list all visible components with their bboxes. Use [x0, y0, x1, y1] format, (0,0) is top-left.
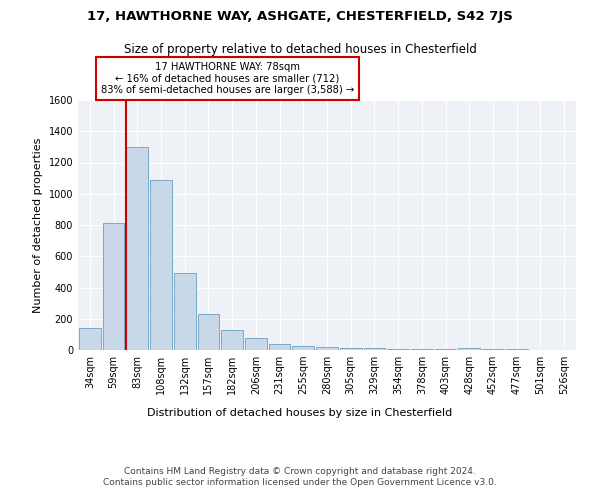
Bar: [79, 328, 101, 350]
Bar: [364, 348, 385, 350]
Text: Contains HM Land Registry data © Crown copyright and database right 2024.
Contai: Contains HM Land Registry data © Crown c…: [103, 468, 497, 487]
Bar: [458, 348, 480, 350]
Text: Size of property relative to detached houses in Chesterfield: Size of property relative to detached ho…: [124, 42, 476, 56]
Bar: [269, 344, 290, 350]
Bar: [103, 224, 124, 350]
Bar: [174, 274, 196, 350]
Text: 17 HAWTHORNE WAY: 78sqm
← 16% of detached houses are smaller (712)
83% of semi-d: 17 HAWTHORNE WAY: 78sqm ← 16% of detache…: [101, 62, 354, 95]
Text: 17, HAWTHORNE WAY, ASHGATE, CHESTERFIELD, S42 7JS: 17, HAWTHORNE WAY, ASHGATE, CHESTERFIELD…: [87, 10, 513, 23]
Text: Distribution of detached houses by size in Chesterfield: Distribution of detached houses by size …: [148, 408, 452, 418]
Bar: [434, 349, 457, 350]
Bar: [150, 180, 172, 350]
Bar: [482, 349, 504, 350]
Y-axis label: Number of detached properties: Number of detached properties: [33, 138, 43, 312]
Bar: [197, 314, 220, 350]
Bar: [127, 147, 148, 350]
Bar: [387, 349, 409, 350]
Bar: [411, 349, 433, 350]
Bar: [292, 346, 314, 350]
Bar: [340, 348, 362, 350]
Bar: [316, 346, 338, 350]
Bar: [221, 330, 243, 350]
Bar: [245, 338, 267, 350]
